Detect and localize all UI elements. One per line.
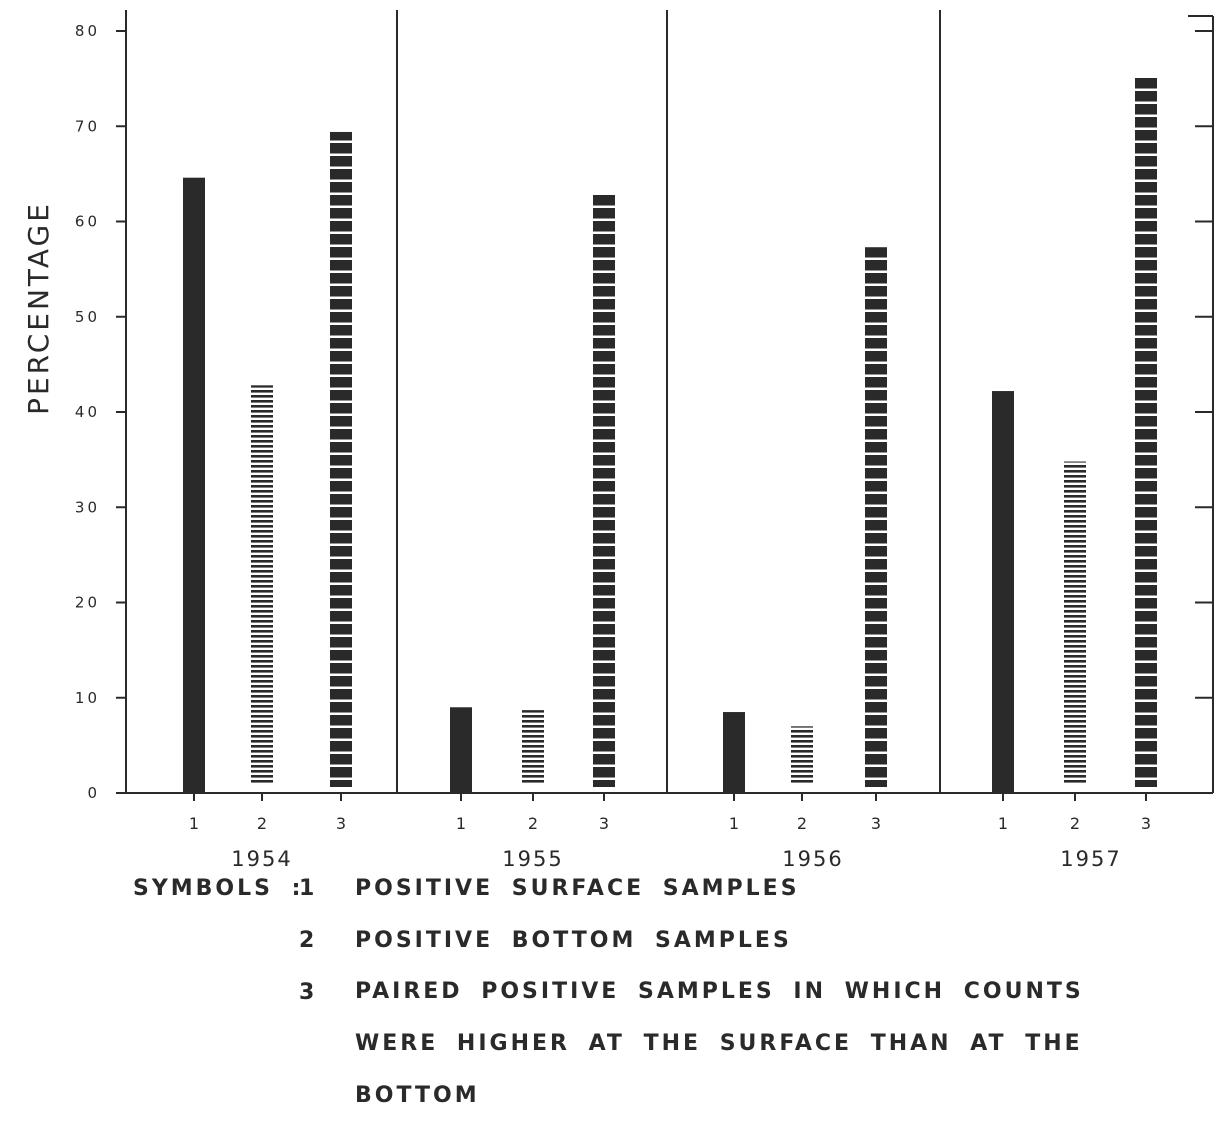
legend-key-3: 3	[299, 980, 318, 1005]
x-tick-label-1957-2: 2	[1070, 814, 1080, 833]
y-tick-label-50: 50	[75, 308, 100, 326]
x-tick-label-1957-1: 1	[998, 814, 1008, 833]
bar-1955-symbol-3	[593, 192, 615, 788]
bar-1956-symbol-2	[791, 726, 813, 785]
y-tick-label-40: 40	[75, 403, 100, 421]
bar-1954-symbol-2	[251, 385, 273, 785]
x-tick-label-1954-3: 3	[336, 814, 346, 833]
legend-label-3: PAIRED POSITIVE SAMPLES IN WHICH COUNTS …	[355, 979, 1084, 1108]
y-axis-label: PERCENTAGE	[22, 201, 55, 415]
y-tick-label-60: 60	[75, 213, 100, 231]
x-tick-label-1954-1: 1	[189, 814, 199, 833]
y-tick-label-10: 10	[75, 689, 100, 707]
bars-group	[183, 75, 1157, 793]
plot-frame	[116, 10, 1214, 801]
x-tick-label-1955-1: 1	[456, 814, 466, 833]
y-tick-label-30: 30	[75, 498, 100, 516]
year-labels: 1954 1955 1956 1957	[231, 847, 1121, 870]
y-tick-label-0: 0	[87, 784, 100, 802]
x-tick-label-1955-3: 3	[599, 814, 609, 833]
x-tick-label-1956-1: 1	[729, 814, 739, 833]
bar-1957-symbol-1	[992, 391, 1014, 793]
y-tick-label-80: 80	[75, 22, 100, 40]
x-tick-label-1956-3: 3	[871, 814, 881, 833]
year-label-1956: 1956	[782, 847, 843, 870]
bar-1957-symbol-2	[1064, 461, 1086, 785]
bar-1954-symbol-3	[330, 131, 352, 788]
bar-1955-symbol-1	[450, 707, 472, 793]
x-tick-label-1954-2: 2	[257, 814, 267, 833]
bar-1956-symbol-1	[723, 712, 745, 793]
y-tick-labels: 0 10 20 30 40 50 60 70 80	[75, 22, 100, 802]
y-tick-label-20: 20	[75, 594, 100, 612]
legend-key-1: 1	[299, 876, 318, 901]
year-label-1955: 1955	[502, 847, 563, 870]
legend-label-2: POSITIVE BOTTOM SAMPLES	[355, 928, 792, 953]
legend-label-1: POSITIVE SURFACE SAMPLES	[355, 876, 800, 901]
x-tick-label-1955-2: 2	[528, 814, 538, 833]
bar-1955-symbol-2	[522, 710, 544, 785]
legend-key-2: 2	[299, 928, 318, 953]
y-tick-label-70: 70	[75, 117, 100, 135]
legend-title: SYMBOLS :	[133, 876, 304, 901]
year-label-1954: 1954	[231, 847, 292, 870]
year-label-1957: 1957	[1060, 847, 1121, 870]
bar-1957-symbol-3	[1135, 75, 1157, 787]
bar-1954-symbol-1	[183, 177, 205, 793]
x-tick-label-1957-3: 3	[1141, 814, 1151, 833]
bar-1956-symbol-3	[865, 247, 887, 787]
x-tick-labels: 1 2 3 1 2 3 1 2 3 1 2 3	[189, 814, 1151, 833]
x-tick-label-1956-2: 2	[797, 814, 807, 833]
